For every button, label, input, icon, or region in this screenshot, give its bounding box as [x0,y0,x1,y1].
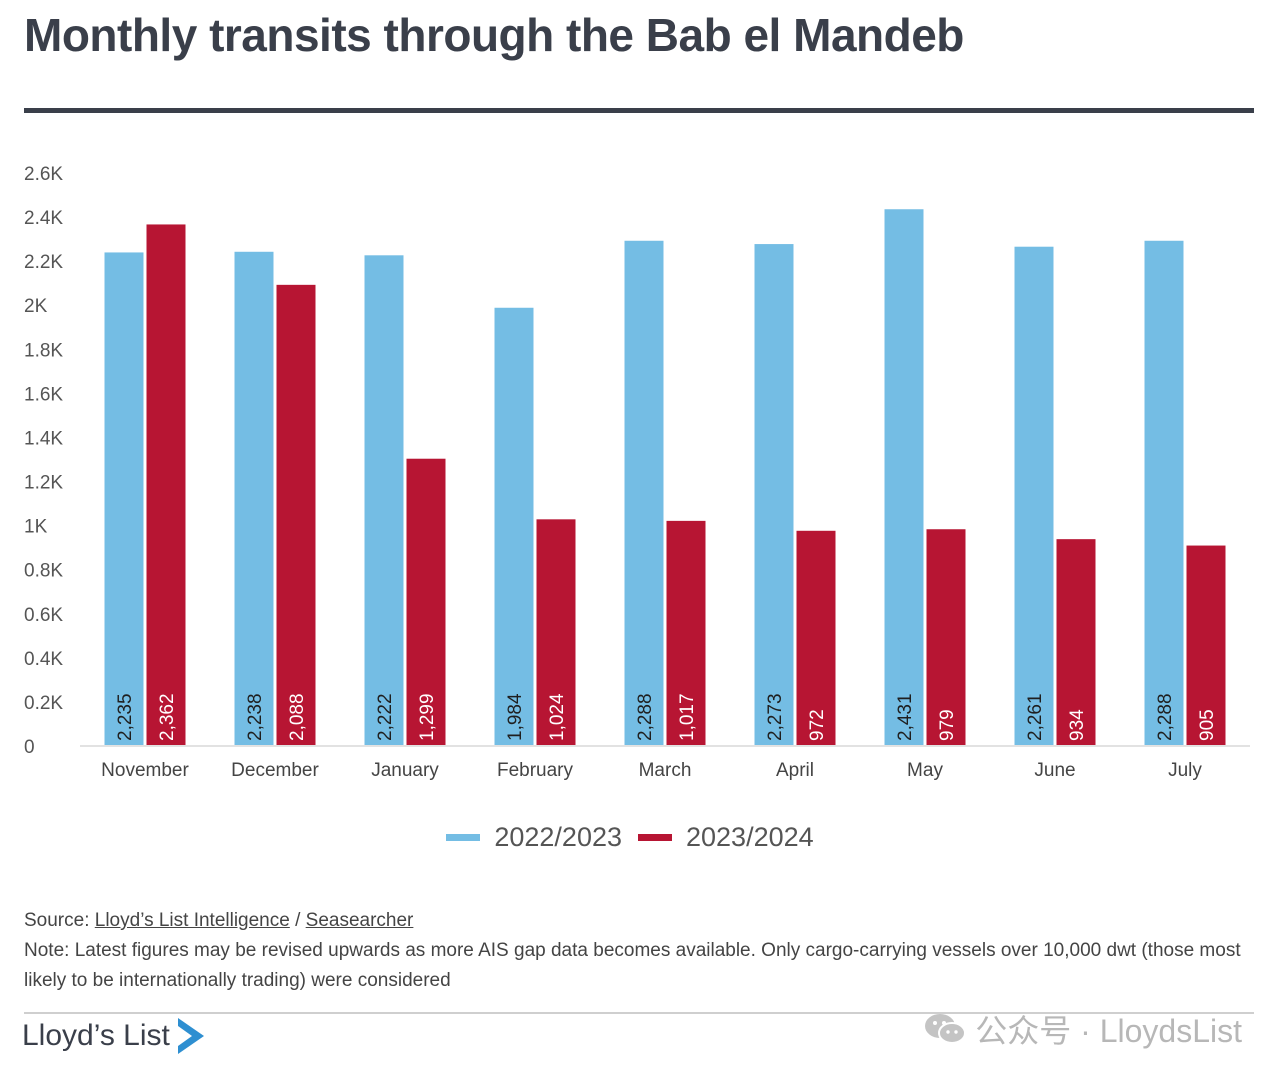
y-tick-label: 0.6K [24,605,63,626]
bar [146,224,186,745]
legend-item: 2022/2023 [446,822,622,853]
bar-value-label: 2,362 [157,693,178,741]
y-tick-label: 2.2K [24,252,63,273]
bar-value-label: 905 [1197,709,1218,741]
title-divider [24,108,1254,113]
bar-value-label: 1,984 [505,693,526,741]
x-tick-label: January [371,760,439,781]
y-tick-label: 2K [24,296,48,317]
x-tick-label: April [776,760,814,781]
wechat-icon [925,1014,967,1044]
bar [926,529,966,745]
bar-value-label: 2,261 [1025,693,1046,741]
play-arrow-icon [177,1018,204,1054]
bar-value-label: 2,088 [287,693,308,741]
y-tick-label: 1.2K [24,473,63,494]
x-axis-labels: November December January February March Apri… [101,760,1202,781]
bar [276,284,316,745]
bar-value-label: 2,235 [115,693,136,741]
bar-value-label: 2,238 [245,693,266,741]
bar-value-label: 2,273 [765,693,786,741]
bar [104,252,144,746]
bar-value-label: 934 [1067,709,1088,741]
legend-label: 2022/2023 [494,822,622,852]
y-tick-label: 1.6K [24,384,63,405]
brand-name: Lloyd’s List [22,1019,170,1052]
watermark-text: 公众号 · LloydsList [975,1013,1242,1049]
watermark: 公众号 · LloydsList [923,1006,1242,1052]
legend: 2022/2023 2023/2024 [0,822,1260,853]
brand-logo: Lloyd’s List [22,1016,206,1056]
source-separator: / [289,910,306,931]
footer-divider [24,1012,1254,1014]
x-tick-label: March [639,760,692,781]
bar-value-label: 1,017 [677,693,698,741]
bar-value-label: 972 [807,709,828,741]
x-tick-label: July [1168,760,1202,781]
bar [1014,246,1054,745]
x-tick-label: June [1034,760,1075,781]
bar [1186,545,1226,745]
footer-notes: Source: Lloyd’s List Intelligence / Seas… [24,906,1254,996]
bar [754,244,794,745]
legend-label: 2023/2024 [686,822,814,852]
bar [796,530,836,745]
bar-value-labels: 2,235 2,362 2,238 2,088 2,222 1,299 1,984 1,024… [115,693,1218,741]
x-tick-label: December [231,760,319,781]
bars [104,209,1226,746]
bar [666,520,706,745]
bar-value-label: 979 [937,709,958,741]
bar [624,240,664,745]
y-tick-label: 2.4K [24,208,63,229]
bar [884,209,924,745]
x-tick-label: May [907,760,943,781]
y-tick-label: 1.4K [24,428,63,449]
y-tick-label: 0 [24,737,35,758]
bar [234,251,274,745]
y-tick-label: 1.8K [24,340,63,361]
source-link-seasearcher[interactable]: Seasearcher [305,910,414,931]
bar-chart: 0 0.2K 0.4K 0.6K 0.8K 1K 1.2K 1.4K 1.6K 1.8K 2K 2.2… [24,164,1250,781]
bar [406,458,446,745]
legend-swatch [638,834,672,841]
legend-item: 2023/2024 [638,822,814,853]
bar-value-label: 2,288 [635,693,656,741]
bar-value-label: 1,299 [417,693,438,741]
source-line: Source: Lloyd’s List Intelligence / Seas… [24,906,1254,936]
source-link-lloyds-list-intelligence[interactable]: Lloyd’s List Intelligence [94,910,290,931]
y-tick-label: 2.6K [24,164,63,185]
y-tick-label: 1K [24,517,48,538]
y-tick-label: 0.2K [24,693,63,714]
legend-swatch [446,834,481,841]
x-tick-label: February [497,760,574,781]
bar-value-label: 2,288 [1155,693,1176,741]
y-tick-label: 0.4K [24,649,63,670]
y-tick-label: 0.8K [24,561,63,582]
bar [1144,240,1184,745]
bar [1056,539,1096,745]
bar [536,519,576,745]
source-prefix: Source: [24,910,95,931]
bar-value-label: 2,222 [375,693,396,741]
x-tick-label: November [101,760,189,781]
y-axis-labels: 0 0.2K 0.4K 0.6K 0.8K 1K 1.2K 1.4K 1.6K 1.8K 2K 2.2… [24,164,63,758]
bar-value-label: 1,024 [547,693,568,741]
bar [364,255,404,745]
chart-title: Monthly transits through the Bab el Mand… [24,9,964,61]
bar [494,307,534,745]
bar-value-label: 2,431 [895,693,916,741]
note-text: Note: Latest figures may be revised upwa… [24,940,1241,991]
